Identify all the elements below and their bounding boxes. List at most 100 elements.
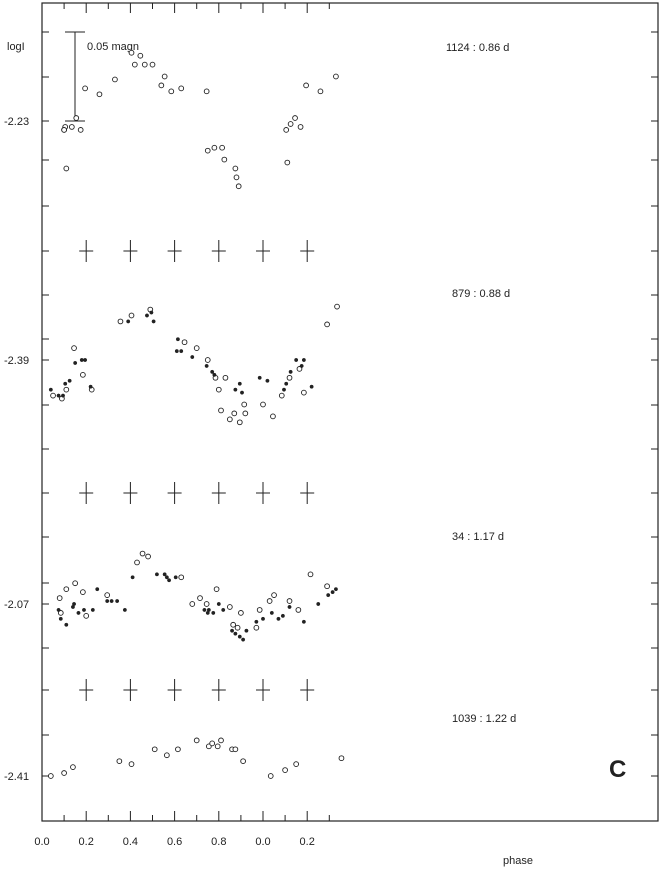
- separator-crosses: [79, 240, 315, 701]
- data-point-open: [292, 115, 298, 121]
- data-point-open: [128, 761, 135, 767]
- data-point-open: [189, 601, 196, 607]
- data-point-filled: [202, 607, 207, 612]
- data-point-filled: [88, 384, 93, 389]
- data-point-open: [286, 374, 293, 381]
- curve-label-34: 34 : 1.17 d: [452, 531, 504, 543]
- data-point-filled: [233, 631, 238, 636]
- x-tick-label: 0.4: [123, 836, 138, 848]
- data-point-filled: [221, 607, 226, 612]
- data-point-filled: [64, 622, 69, 627]
- data-point-filled: [56, 607, 61, 612]
- data-point-open: [282, 767, 288, 773]
- data-point-open: [227, 416, 233, 423]
- data-point-filled: [122, 607, 127, 612]
- data-point-open: [72, 580, 79, 587]
- data-point-filled: [280, 613, 285, 618]
- data-point-open: [96, 91, 103, 98]
- data-point-open: [61, 770, 67, 776]
- data-point-open: [112, 76, 118, 83]
- data-point-open: [141, 61, 148, 68]
- data-point-open: [267, 773, 274, 779]
- data-point-filled: [145, 313, 149, 318]
- y-axis-title: logI: [7, 41, 25, 53]
- data-point-open: [296, 366, 303, 372]
- data-point-open: [221, 156, 228, 163]
- x-tick-label: 0.2: [79, 836, 94, 848]
- data-point-filled: [63, 381, 68, 386]
- data-point-filled: [333, 587, 338, 592]
- data-point-open: [63, 586, 70, 593]
- data-point-open: [253, 624, 260, 631]
- data-point-filled: [90, 607, 95, 612]
- data-point-filled: [211, 610, 216, 615]
- data-point-open: [222, 374, 229, 381]
- data-point-open: [61, 127, 67, 133]
- data-point-filled: [149, 310, 154, 315]
- data-point-filled: [237, 381, 242, 386]
- panel-letter: C: [609, 756, 626, 783]
- data-point-filled: [261, 616, 265, 621]
- data-point-filled: [299, 363, 304, 368]
- data-point-open: [218, 407, 224, 414]
- data-point-filled: [210, 369, 215, 374]
- curve-label-1039: 1039 : 1.22 d: [452, 713, 516, 725]
- data-point-filled: [212, 372, 217, 377]
- data-point-filled: [216, 602, 221, 606]
- data-point-filled: [105, 599, 110, 603]
- data-point-filled: [316, 602, 321, 606]
- data-point-open: [47, 773, 54, 779]
- data-point-open: [178, 85, 185, 92]
- data-point-filled: [130, 575, 135, 580]
- data-point-open: [238, 610, 244, 616]
- data-point-filled: [72, 602, 76, 606]
- data-point-filled: [240, 390, 244, 395]
- data-point-filled: [284, 381, 289, 386]
- data-point-open: [181, 339, 188, 346]
- x-tick-label: 0.0: [34, 836, 49, 848]
- data-point-filled: [233, 387, 238, 392]
- data-point-filled: [175, 337, 180, 342]
- data-point-open: [82, 85, 88, 92]
- data-point-filled: [164, 575, 169, 580]
- data-point-open: [211, 144, 218, 151]
- data-point-open: [116, 758, 123, 765]
- data-point-filled: [76, 610, 81, 615]
- data-point-open: [303, 82, 309, 89]
- y-ref-label: -2.41: [4, 771, 29, 783]
- data-point-open: [233, 174, 240, 181]
- scale-bar-label: 0.05 magn: [87, 41, 139, 53]
- data-point-filled: [73, 361, 78, 365]
- data-point-open: [242, 410, 249, 417]
- data-point-open: [213, 586, 220, 593]
- data-point-open: [77, 127, 84, 133]
- data-point-open: [283, 127, 290, 133]
- data-point-open: [178, 574, 185, 581]
- x-tick-label: 0.8: [211, 836, 226, 848]
- data-point-filled: [167, 578, 172, 583]
- data-point-filled: [206, 607, 211, 612]
- data-point-open: [338, 755, 345, 762]
- data-point-open: [151, 746, 158, 753]
- data-point-open: [218, 737, 224, 744]
- data-point-filled: [162, 572, 167, 577]
- data-point-filled: [95, 587, 100, 592]
- data-point-open: [168, 88, 175, 95]
- data-point-open: [241, 401, 248, 408]
- data-point-open: [70, 764, 76, 770]
- data-point-open: [287, 121, 294, 127]
- data-point-filled: [190, 355, 195, 359]
- data-point-filled: [254, 619, 259, 624]
- data-point-open: [324, 321, 330, 328]
- data-point-filled: [269, 610, 274, 615]
- data-point-open: [295, 607, 302, 613]
- data-point-open: [131, 61, 138, 68]
- data-point-open: [83, 613, 90, 619]
- data-point-open: [71, 345, 77, 351]
- data-point-filled: [126, 319, 131, 324]
- data-point-filled: [309, 384, 314, 389]
- data-point-filled: [301, 619, 306, 624]
- data-point-open: [236, 419, 243, 426]
- data-point-filled: [48, 387, 53, 392]
